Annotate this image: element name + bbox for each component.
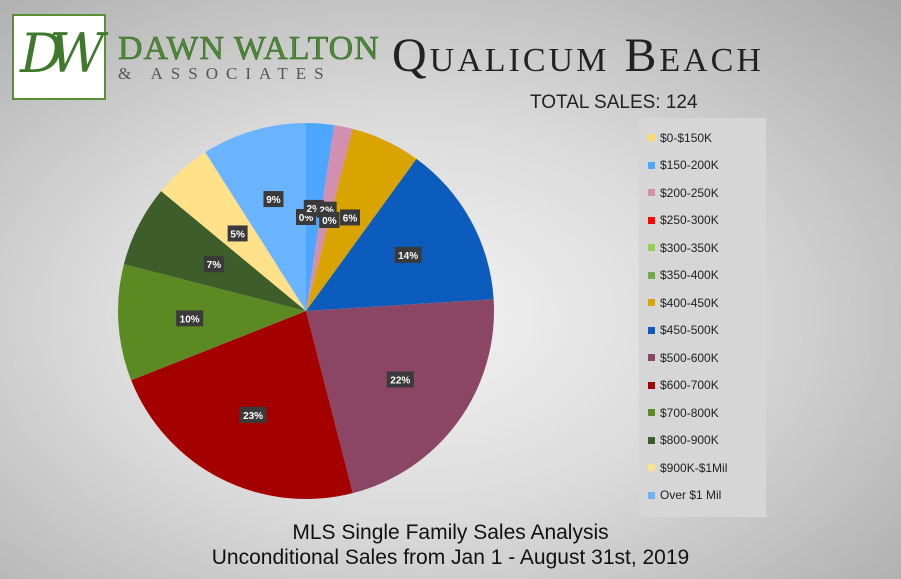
legend-label: $800-900K: [660, 433, 719, 448]
legend-swatch: [648, 161, 655, 169]
legend-label: $250-300K: [660, 213, 719, 228]
legend-item-500-600k: $500-600K: [639, 344, 766, 372]
legend-item-900k-1mil: $900K-$1Mil: [639, 454, 766, 482]
legend-swatch: [648, 491, 655, 499]
brand-name: DAWN WALTON: [118, 30, 380, 68]
legend-swatch: [648, 326, 655, 334]
legend-item-350-400k: $350-400K: [639, 262, 766, 290]
data-label-800-900k: 7%: [203, 256, 224, 273]
legend-label: Over $1 Mil: [660, 488, 722, 503]
legend-swatch: [648, 354, 655, 362]
legend-label: $900K-$1Mil: [660, 460, 728, 475]
legend-item-450-500k: $450-500K: [639, 317, 766, 345]
pie-slice-400-450k: [306, 128, 417, 311]
legend-label: $350-400K: [660, 268, 719, 283]
data-label-500-600k: 22%: [386, 371, 414, 388]
pie-slice-600-700k: [131, 311, 353, 499]
pie-slice-450-500k: [306, 158, 494, 311]
legend-item-200-250k: $200-250K: [639, 179, 766, 207]
legend-swatch: [648, 299, 655, 307]
svg-text:9%: 9%: [266, 195, 281, 206]
legend-item-over-1-mil: Over $1 Mil: [639, 482, 766, 510]
legend-label: $200-250K: [660, 185, 719, 200]
legend-item-300-350k: $300-350K: [639, 234, 766, 262]
data-label-350-400k: 0%: [319, 211, 340, 228]
legend-label: $600-700K: [660, 378, 719, 393]
data-label-900k-1mil: 5%: [227, 225, 248, 242]
legend-swatch: [648, 409, 655, 417]
footer-caption-line1: MLS Single Family Sales Analysis: [292, 521, 609, 544]
legend-item-800-900k: $800-900K: [639, 427, 766, 455]
data-label-400-450k: 6%: [340, 209, 361, 226]
footer-caption-line2: Unconditional Sales from Jan 1 - August …: [211, 546, 690, 569]
data-label-450-500k: 14%: [394, 246, 422, 263]
svg-text:7%: 7%: [207, 260, 222, 271]
legend-label: $700-800K: [660, 405, 719, 420]
svg-text:6%: 6%: [343, 213, 358, 224]
svg-text:5%: 5%: [230, 229, 245, 240]
legend-swatch: [648, 134, 655, 142]
pie-slice-800-900k: [123, 191, 306, 311]
legend-swatch: [648, 244, 655, 252]
legend-label: $450-500K: [660, 323, 719, 338]
legend-label: $500-600K: [660, 350, 719, 365]
total-sales: TOTAL SALES: 124: [530, 92, 698, 113]
data-label-over-1-mil: 9%: [263, 191, 284, 208]
legend-swatch: [648, 464, 655, 472]
legend-item-250-300k: $250-300K: [639, 207, 766, 235]
pie-slice-over-1-mil: [205, 123, 306, 311]
legend-label: $400-450K: [660, 295, 719, 310]
chart-legend: $0-$150K $150-200K $200-250K $250-300K $300-…: [639, 118, 766, 517]
legend-item-0-150k: $0-$150K: [639, 124, 766, 152]
legend-swatch: [648, 216, 655, 224]
svg-text:10%: 10%: [180, 314, 200, 325]
legend-item-400-450k: $400-450K: [639, 289, 766, 317]
pie-slice-500-600k: [306, 299, 494, 494]
svg-text:23%: 23%: [243, 411, 263, 422]
svg-text:2%: 2%: [307, 204, 322, 215]
svg-text:22%: 22%: [390, 376, 410, 387]
legend-swatch: [648, 271, 655, 279]
brand-subtitle: & ASSOCIATES: [118, 64, 332, 83]
svg-text:2%: 2%: [319, 206, 334, 217]
legend-item-600-700k: $600-700K: [639, 372, 766, 400]
legend-label: $0-$150K: [660, 130, 713, 145]
legend-swatch: [648, 436, 655, 444]
brand-logo: DW: [12, 14, 106, 100]
legend-label: $150-200K: [660, 158, 719, 173]
legend-item-700-800k: $700-800K: [639, 399, 766, 427]
legend-swatch: [648, 189, 655, 197]
legend-label: $300-350K: [660, 240, 719, 255]
svg-text:14%: 14%: [398, 251, 418, 262]
chart-title: Qualicum Beach: [392, 29, 764, 82]
data-label-700-800k: 10%: [176, 310, 204, 327]
legend-item-150-200k: $150-200K: [639, 152, 766, 180]
legend-swatch: [648, 381, 655, 389]
pie-slice-700-800k: [117, 264, 306, 381]
brand-monogram: DW: [20, 22, 105, 85]
data-label-600-700k: 23%: [239, 406, 267, 423]
svg-text:0%: 0%: [299, 213, 314, 224]
svg-text:0%: 0%: [322, 216, 337, 227]
